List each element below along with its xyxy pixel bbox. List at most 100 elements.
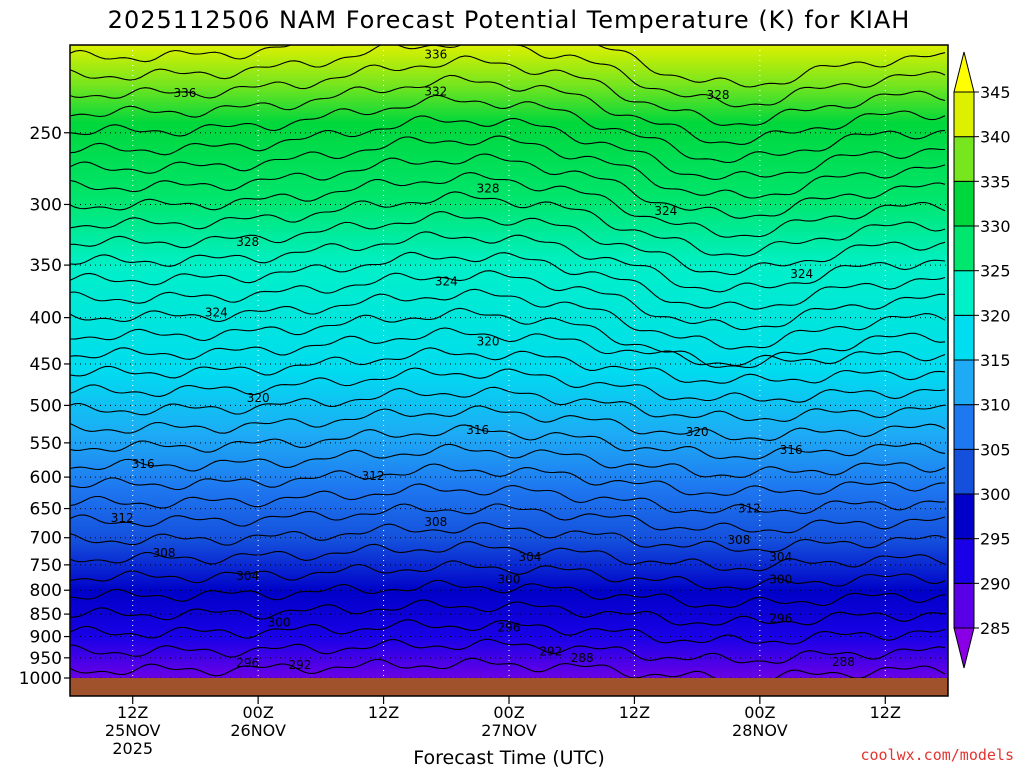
contour-label: 316 xyxy=(780,443,803,457)
contour-label: 328 xyxy=(236,235,259,249)
isentrope-line xyxy=(70,45,946,108)
colorbar-segment xyxy=(953,270,975,316)
isentrope-line xyxy=(70,560,946,590)
contour-label: 296 xyxy=(236,656,259,670)
chart-title: 2025112506 NAM Forecast Potential Temper… xyxy=(108,6,911,34)
x-tick-label: 12Z xyxy=(117,703,148,722)
colorbar-segment xyxy=(953,180,975,227)
colorbar-segment xyxy=(953,448,975,495)
x-tick-label: 25NOV xyxy=(105,721,161,740)
colorbar-label: 330 xyxy=(980,217,1011,236)
isentrope-line xyxy=(70,94,946,164)
isentrope-line xyxy=(70,599,946,626)
isentrope-line xyxy=(70,657,946,683)
contour-label: 312 xyxy=(362,469,385,483)
plot-area xyxy=(70,45,948,696)
isentrope-line xyxy=(70,288,946,350)
y-tick-label: 250 xyxy=(30,124,62,144)
y-tick-label: 950 xyxy=(30,649,62,669)
isentrope-line xyxy=(70,270,946,331)
colorbar-label: 305 xyxy=(980,440,1011,459)
isentrope-line xyxy=(70,443,946,478)
contour-label: 320 xyxy=(247,391,270,405)
colorbar-segment xyxy=(953,493,975,540)
contour-label: 312 xyxy=(111,511,134,525)
isentrope-line xyxy=(70,367,946,403)
isentrope-line xyxy=(70,74,946,145)
y-tick-label: 450 xyxy=(30,355,62,375)
colorbar-top-arrow xyxy=(953,51,975,93)
colorbar-segment xyxy=(953,538,975,584)
contour-label: 336 xyxy=(424,48,447,62)
colorbar-label: 320 xyxy=(980,306,1011,325)
isentrope-line xyxy=(70,153,946,219)
contour-label: 324 xyxy=(205,306,228,320)
isentrope-line xyxy=(70,503,946,534)
x-tick-label: 2025 xyxy=(112,739,153,758)
isentrope-line xyxy=(70,307,946,369)
contour-label: 304 xyxy=(518,550,541,564)
y-tick-label: 750 xyxy=(30,556,62,576)
contour-label: 328 xyxy=(707,88,730,102)
y-tick-label: 600 xyxy=(30,468,62,488)
isentrope-line xyxy=(70,483,946,515)
colorbar-label: 315 xyxy=(980,351,1011,370)
contour-label: 324 xyxy=(790,267,813,281)
colorbar-segment xyxy=(953,91,975,138)
colorbar-label: 325 xyxy=(980,262,1011,281)
isentrope-line xyxy=(70,55,946,126)
x-axis-label: Forecast Time (UTC) xyxy=(413,747,604,768)
contour-label: 316 xyxy=(132,457,155,471)
isentrope-line xyxy=(70,463,946,496)
x-tick-label: 00Z xyxy=(242,703,273,722)
x-tick-label: 12Z xyxy=(368,703,399,722)
x-tick-label: 27NOV xyxy=(481,721,537,740)
contour-label: 292 xyxy=(539,645,562,659)
y-tick-label: 650 xyxy=(30,500,62,520)
x-tick-label: 12Z xyxy=(870,703,901,722)
isentrope-line xyxy=(70,327,946,367)
contour-label: 300 xyxy=(769,572,792,586)
y-tick-label: 400 xyxy=(30,309,62,329)
colorbar-label: 285 xyxy=(980,619,1011,638)
colorbar-segment xyxy=(953,314,975,361)
contour-label: 324 xyxy=(654,204,677,218)
colorbar-label: 340 xyxy=(980,128,1011,147)
y-tick-label: 850 xyxy=(30,605,62,625)
contour-label: 304 xyxy=(769,550,792,564)
y-tick-label: 700 xyxy=(30,529,62,549)
colorbar-label: 345 xyxy=(980,83,1011,102)
y-tick-label: 350 xyxy=(30,256,62,276)
isentrope-line xyxy=(70,619,946,645)
isentrope-line xyxy=(70,347,946,384)
contour-label: 288 xyxy=(832,655,855,669)
contour-label: 328 xyxy=(477,181,500,195)
isentrope-line xyxy=(70,115,946,181)
contour-label: 296 xyxy=(769,612,792,626)
colorbar-label: 295 xyxy=(980,530,1011,549)
colorbar-segment xyxy=(953,136,975,182)
isentrope-line xyxy=(70,522,946,553)
y-tick-label: 1000 xyxy=(19,669,62,689)
contour-label: 296 xyxy=(498,621,521,635)
colorbar-label: 300 xyxy=(980,485,1011,504)
isentrope-line xyxy=(70,424,946,460)
credit-text: coolwx.com/models xyxy=(860,746,1014,764)
contour-label: 312 xyxy=(738,502,761,516)
contour-label: 288 xyxy=(571,651,594,665)
contour-label: 320 xyxy=(686,425,709,439)
contour-label: 308 xyxy=(424,515,447,529)
isentrope-line xyxy=(70,231,946,293)
contour-label: 292 xyxy=(288,658,311,672)
y-tick-label: 300 xyxy=(30,195,62,215)
colorbar-label: 335 xyxy=(980,172,1011,191)
x-tick-label: 12Z xyxy=(619,703,650,722)
contour-label: 300 xyxy=(268,615,291,629)
y-tick-label: 800 xyxy=(30,581,62,601)
colorbar-segment xyxy=(953,404,975,450)
y-tick-label: 500 xyxy=(30,396,62,416)
isentrope-line xyxy=(70,45,946,88)
isentrope-line xyxy=(70,386,946,422)
x-tick-label: 00Z xyxy=(744,703,775,722)
isentrope-line xyxy=(70,579,946,608)
